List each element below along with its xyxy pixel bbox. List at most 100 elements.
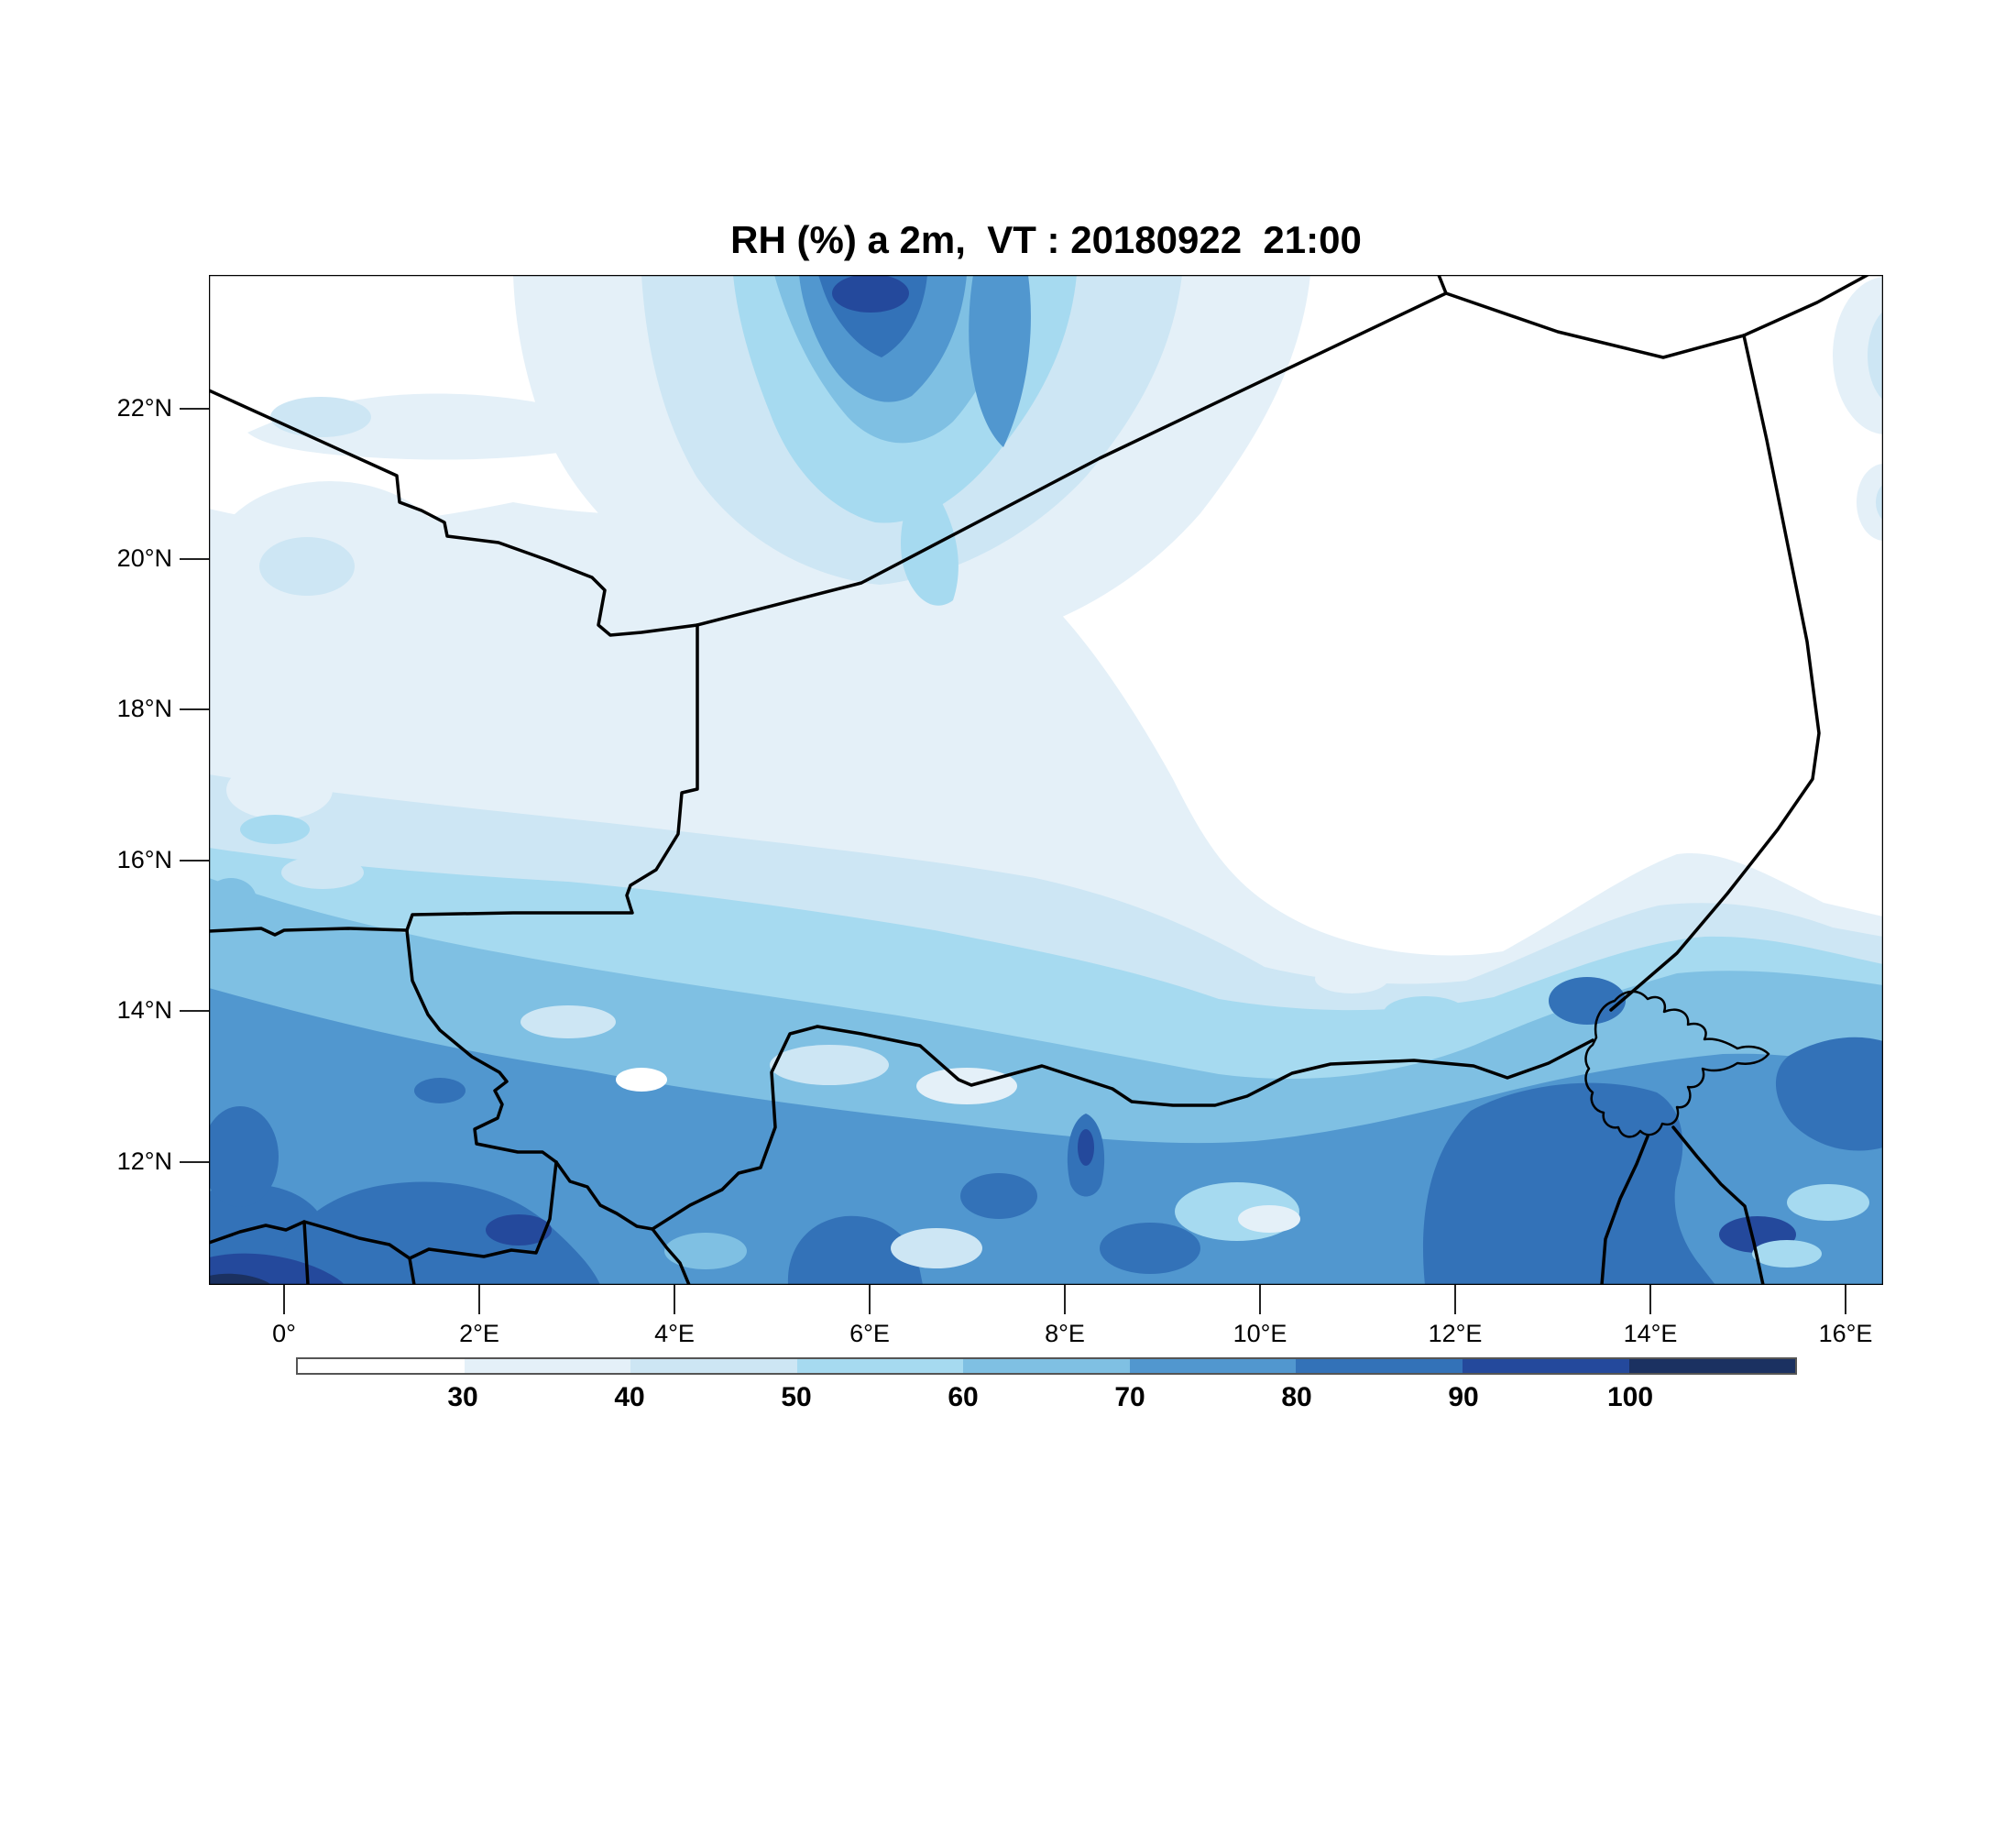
y-axis-tick-mark bbox=[180, 859, 209, 862]
border-niger-nigeria bbox=[651, 1025, 1594, 1231]
x-axis-tick-label: 10°E bbox=[1233, 1320, 1287, 1347]
x-axis-tick-label: 0° bbox=[272, 1320, 296, 1347]
contour-blob-80 bbox=[1775, 1037, 1883, 1151]
x-axis-tick-label: 16°E bbox=[1818, 1320, 1873, 1347]
contour-mottle bbox=[1384, 996, 1466, 1029]
contour-patch-east bbox=[1876, 484, 1883, 521]
contour-mottle bbox=[1315, 964, 1388, 993]
x-axis-tick-mark bbox=[1259, 1285, 1261, 1314]
colorbar-tick-label: 80 bbox=[1281, 1382, 1312, 1412]
x-axis-tick-mark bbox=[674, 1285, 675, 1314]
x-axis-tick-label: 6°E bbox=[849, 1320, 890, 1347]
map-plot-area bbox=[209, 275, 1883, 1285]
colorbar-segment bbox=[1628, 1359, 1796, 1373]
contour-halo-50-tongue bbox=[900, 477, 959, 606]
border-libya-niger bbox=[1444, 291, 1746, 359]
x-axis-tick-mark bbox=[1649, 1285, 1651, 1314]
contour-mottle bbox=[916, 1068, 1017, 1104]
y-axis-tick-label: 12°N bbox=[116, 1147, 172, 1175]
x-axis-tick-mark bbox=[1454, 1285, 1456, 1314]
y-axis-tick-mark bbox=[180, 708, 209, 711]
colorbar-tick-label: 50 bbox=[781, 1382, 812, 1412]
contour-halo-70-arm bbox=[969, 275, 1031, 447]
y-axis-tick-label: 22°N bbox=[116, 393, 172, 422]
border-benin-nigeria bbox=[651, 1227, 691, 1285]
contour-blob-80 bbox=[1100, 1223, 1200, 1274]
contour-patch-nw bbox=[226, 761, 333, 819]
contour-mottle bbox=[1752, 1240, 1822, 1268]
colorbar-segment bbox=[298, 1359, 465, 1373]
contour-blob-80 bbox=[209, 1106, 279, 1207]
border-algeria-niger bbox=[696, 291, 1448, 627]
contour-spot-90 bbox=[486, 1214, 552, 1246]
border-algeria-libya bbox=[1437, 275, 1448, 295]
contour-mottle bbox=[209, 878, 257, 922]
contour-patch-ne bbox=[1833, 277, 1883, 434]
contour-blob-80 bbox=[787, 1215, 923, 1285]
contour-mottle bbox=[891, 1228, 982, 1268]
contour-spot-90 bbox=[1078, 1129, 1094, 1166]
contour-blob-80 bbox=[275, 1181, 600, 1285]
colorbar-segment bbox=[1129, 1359, 1297, 1373]
y-axis-tick-label: 20°N bbox=[116, 544, 172, 572]
contour-blob-80 bbox=[1549, 977, 1626, 1025]
y-axis-tick-label: 14°N bbox=[116, 996, 172, 1025]
border-libya-chad bbox=[1742, 275, 1869, 337]
x-axis-tick-mark bbox=[869, 1285, 871, 1314]
y-axis-tick-label: 16°N bbox=[116, 845, 172, 873]
colorbar-segment bbox=[630, 1359, 797, 1373]
contour-patch-nw bbox=[573, 687, 710, 761]
y-axis-tick-mark bbox=[180, 558, 209, 560]
colorbar-segment bbox=[963, 1359, 1130, 1373]
border-algeria-mali bbox=[209, 389, 699, 637]
colorbar-segment bbox=[796, 1359, 964, 1373]
x-axis-tick-mark bbox=[478, 1285, 480, 1314]
lake-chad-outline bbox=[1584, 990, 1770, 1138]
x-axis-tick-label: 14°E bbox=[1623, 1320, 1678, 1347]
colorbar-tick-label: 90 bbox=[1448, 1382, 1479, 1412]
contour-mottle bbox=[281, 856, 364, 889]
contour-halo-90 bbox=[832, 275, 909, 313]
contour-mottle bbox=[664, 1233, 747, 1269]
colorbar-tick-label: 60 bbox=[948, 1382, 979, 1412]
contour-spot-100 bbox=[209, 1273, 271, 1285]
plot-title: RH (%) a 2m, VT : 20180922 21:00 bbox=[730, 218, 1362, 261]
border-mali-niger bbox=[405, 623, 699, 932]
border-benin-niger bbox=[554, 1160, 654, 1231]
y-axis-tick-mark bbox=[180, 407, 209, 410]
x-axis-tick-mark bbox=[283, 1285, 285, 1314]
contour-mottle bbox=[520, 1005, 616, 1038]
border-ghana-togo bbox=[302, 1220, 310, 1285]
y-axis-tick-mark bbox=[180, 1010, 209, 1013]
border-burkina-south bbox=[209, 1160, 558, 1260]
border-nigeria-cameroon bbox=[1600, 1135, 1649, 1285]
x-axis-tick-mark bbox=[1064, 1285, 1066, 1314]
contour-mottle bbox=[770, 1045, 889, 1085]
border-togo-benin bbox=[408, 1257, 416, 1285]
colorbar-tick-label: 70 bbox=[1114, 1382, 1145, 1412]
border-chad-cameroon bbox=[1671, 1125, 1765, 1285]
x-axis-tick-label: 8°E bbox=[1045, 1320, 1085, 1347]
colorbar-segment bbox=[1462, 1359, 1629, 1373]
colorbar-tick-label: 40 bbox=[614, 1382, 645, 1412]
colorbar-segment bbox=[464, 1359, 631, 1373]
border-niger-chad bbox=[1609, 334, 1821, 1012]
colorbar-segment bbox=[1296, 1359, 1463, 1373]
contour-mottle bbox=[616, 1068, 667, 1092]
colorbar-tick-label: 30 bbox=[447, 1382, 478, 1412]
y-axis-tick-label: 18°N bbox=[116, 695, 172, 723]
contour-blob-80 bbox=[960, 1173, 1037, 1219]
x-axis-tick-label: 2°E bbox=[459, 1320, 499, 1347]
contour-patch-east bbox=[1857, 464, 1883, 541]
x-axis-tick-mark bbox=[1845, 1285, 1846, 1314]
contour-patch-nw bbox=[259, 537, 355, 596]
colorbar bbox=[296, 1357, 1797, 1375]
border-burkina-niger bbox=[405, 928, 558, 1164]
x-axis-tick-label: 4°E bbox=[654, 1320, 695, 1347]
contour-blob-80 bbox=[414, 1078, 466, 1103]
colorbar-tick-label: 100 bbox=[1606, 1382, 1654, 1412]
x-axis-tick-label: 12°E bbox=[1428, 1320, 1483, 1347]
y-axis-tick-mark bbox=[180, 1160, 209, 1163]
contour-mottle bbox=[240, 815, 310, 844]
